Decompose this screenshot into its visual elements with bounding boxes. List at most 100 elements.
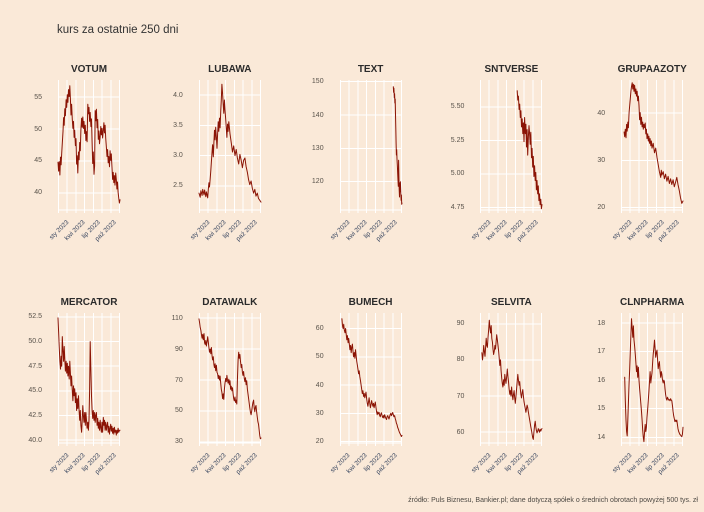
chart-title: GRUPAAZOTY — [618, 64, 687, 78]
y-tick-label: 14 — [597, 433, 606, 441]
y-tick-label: 40 — [34, 189, 42, 197]
y-tick-label: 5.50 — [450, 103, 465, 111]
y-tick-label: 20 — [597, 204, 606, 212]
chart-title-text: MERCATOR — [60, 297, 118, 308]
price-line-chart — [57, 313, 121, 446]
chart-title-text: VOTUM — [70, 64, 108, 75]
y-tick-label: 18 — [597, 319, 606, 327]
y-tick-label: 30 — [175, 438, 183, 446]
y-tick-label: 60 — [315, 325, 324, 333]
y-tick-label: 52.5 — [28, 313, 42, 321]
price-line-chart — [621, 313, 684, 446]
chart-row-1: VOTUM 55 50 45 40 sty 2023 kwi 2023 lip 2023 paź… — [0, 64, 704, 254]
chart-cell-datawalk: DATAWALK 110 90 70 50 30 sty 2023 kwi 2023 lip 2… — [141, 297, 282, 487]
y-tick-label: 40.0 — [28, 436, 42, 444]
chart-title-text: CLNPHARMA — [619, 297, 685, 308]
x-axis-labels: sty 2023 kwi 2023 lip 2023 paź 2023 — [611, 447, 683, 483]
y-tick-label: 70 — [175, 376, 183, 384]
y-tick-label: 140 — [311, 111, 324, 119]
chart-title: SELVITA — [480, 297, 542, 311]
chart-cell-text: TEXT 150 140 130 120 sty 2023 kwi 2023 lip 2023… — [282, 64, 423, 254]
y-axis-labels: 150 140 130 120 — [282, 78, 332, 210]
y-tick-label: 120 — [311, 178, 324, 186]
x-axis-labels: sty 2023 kwi 2023 lip 2023 paź 2023 — [611, 214, 683, 250]
chart-title-text: SNTVERSE — [484, 64, 539, 75]
y-axis-labels: 5.50 5.25 5.00 4.75 — [422, 80, 472, 211]
y-tick-label: 110 — [171, 314, 183, 322]
chart-title: MERCATOR — [58, 297, 120, 311]
y-tick-label: 70 — [456, 392, 465, 400]
x-axis-labels: sty 2023 kwi 2023 lip 2023 paź 2023 — [189, 214, 261, 250]
y-tick-label: 60 — [456, 428, 465, 436]
y-tick-label: 2.5 — [173, 182, 183, 190]
chart-cell-selvita: SELVITA 90 80 70 60 sty 2023 kwi 2023 lip 2023 p… — [422, 297, 563, 487]
chart-title-text: DATAWALK — [202, 297, 258, 308]
chart-cell-mercator: MERCATOR 52.5 50.0 47.5 45.0 42.5 40.0 sty 2023… — [0, 297, 141, 487]
y-tick-label: 40 — [315, 381, 324, 389]
y-tick-label: 50 — [34, 125, 42, 133]
y-axis-labels: 90 80 70 60 — [422, 313, 472, 443]
price-line-chart — [198, 313, 262, 446]
y-tick-label: 4.0 — [173, 91, 183, 99]
page-title: kurs za ostatnie 250 dni — [57, 24, 179, 36]
y-tick-label: 16 — [597, 376, 606, 384]
y-tick-label: 90 — [456, 320, 465, 328]
chart-cell-grupaazoty: GRUPAAZOTY 40 30 20 sty 2023 kwi 2023 lip 2023… — [563, 64, 704, 254]
y-tick-label: 42.5 — [28, 411, 42, 419]
y-axis-labels: 4.0 3.5 3.0 2.5 — [141, 80, 191, 210]
chart-cell-votum: VOTUM 55 50 45 40 sty 2023 kwi 2023 lip 2023 paź… — [0, 64, 141, 254]
chart-title-text: GRUPAAZOTY — [617, 64, 687, 75]
chart-title: BUMECH — [340, 297, 402, 311]
price-line-chart — [480, 313, 543, 446]
chart-cell-sntverse: SNTVERSE 5.50 5.25 5.00 4.75 sty 2023 kwi 2023… — [422, 64, 563, 254]
price-line-chart — [198, 80, 262, 213]
chart-title: VOTUM — [58, 64, 120, 78]
y-tick-label: 90 — [175, 345, 183, 353]
chart-row-2: MERCATOR 52.5 50.0 47.5 45.0 42.5 40.0 sty 2023… — [0, 297, 704, 487]
chart-title: SNTVERSE — [480, 64, 542, 78]
x-axis-labels: sty 2023 kwi 2023 lip 2023 paź 2023 — [470, 447, 542, 483]
y-tick-label: 50.0 — [28, 338, 42, 346]
chart-title: LUBAWA — [199, 64, 261, 78]
source-note: źródło: Puls Biznesu, Bankier.pl; dane d… — [408, 497, 698, 504]
y-tick-label: 130 — [311, 144, 324, 152]
price-line-chart — [339, 80, 403, 213]
y-tick-label: 50 — [175, 407, 183, 415]
chart-cell-clnpharma: CLNPHARMA 18 17 16 15 14 sty 2023 kwi 2023 lip 2… — [563, 297, 704, 487]
y-axis-labels: 52.5 50.0 47.5 45.0 42.5 40.0 — [0, 313, 50, 443]
y-tick-label: 45 — [34, 157, 42, 165]
chart-title-text: BUMECH — [348, 297, 393, 308]
y-tick-label: 3.5 — [173, 121, 183, 129]
y-tick-label: 20 — [315, 438, 324, 446]
chart-title: CLNPHARMA — [619, 297, 685, 311]
chart-title-text: SELVITA — [491, 297, 532, 308]
y-axis-labels: 18 17 16 15 14 — [563, 313, 613, 443]
x-axis-labels: sty 2023 kwi 2023 lip 2023 paź 2023 — [330, 447, 402, 483]
x-axis-labels: sty 2023 kwi 2023 lip 2023 paź 2023 — [48, 447, 120, 483]
y-tick-label: 3.0 — [173, 152, 183, 160]
y-tick-label: 5.00 — [450, 170, 465, 178]
y-tick-label: 47.5 — [28, 362, 42, 370]
y-tick-label: 4.75 — [450, 203, 465, 211]
chart-cell-lubawa: LUBAWA 4.0 3.5 3.0 2.5 sty 2023 kwi 2023 lip 20… — [141, 64, 282, 254]
x-axis-labels: sty 2023 kwi 2023 lip 2023 paź 2023 — [189, 447, 261, 483]
y-tick-label: 30 — [597, 156, 606, 164]
chart-title: DATAWALK — [199, 297, 261, 311]
y-tick-label: 45.0 — [28, 387, 42, 395]
y-tick-label: 40 — [597, 109, 606, 117]
y-axis-labels: 60 50 40 30 20 — [282, 313, 332, 446]
y-axis-labels: 40 30 20 — [563, 80, 613, 212]
y-axis-labels: 110 90 70 50 30 — [141, 313, 191, 446]
y-tick-label: 80 — [456, 356, 465, 364]
y-tick-label: 15 — [597, 405, 606, 413]
y-tick-label: 50 — [315, 353, 324, 361]
price-line-chart — [621, 80, 684, 213]
y-axis-labels: 55 50 45 40 — [0, 80, 50, 210]
y-tick-label: 55 — [34, 93, 42, 101]
y-tick-label: 150 — [311, 78, 324, 86]
price-line-chart — [57, 80, 121, 213]
y-tick-label: 17 — [597, 348, 606, 356]
x-axis-labels: sty 2023 kwi 2023 lip 2023 paź 2023 — [330, 214, 402, 250]
x-axis-labels: sty 2023 kwi 2023 lip 2023 paź 2023 — [48, 214, 120, 250]
